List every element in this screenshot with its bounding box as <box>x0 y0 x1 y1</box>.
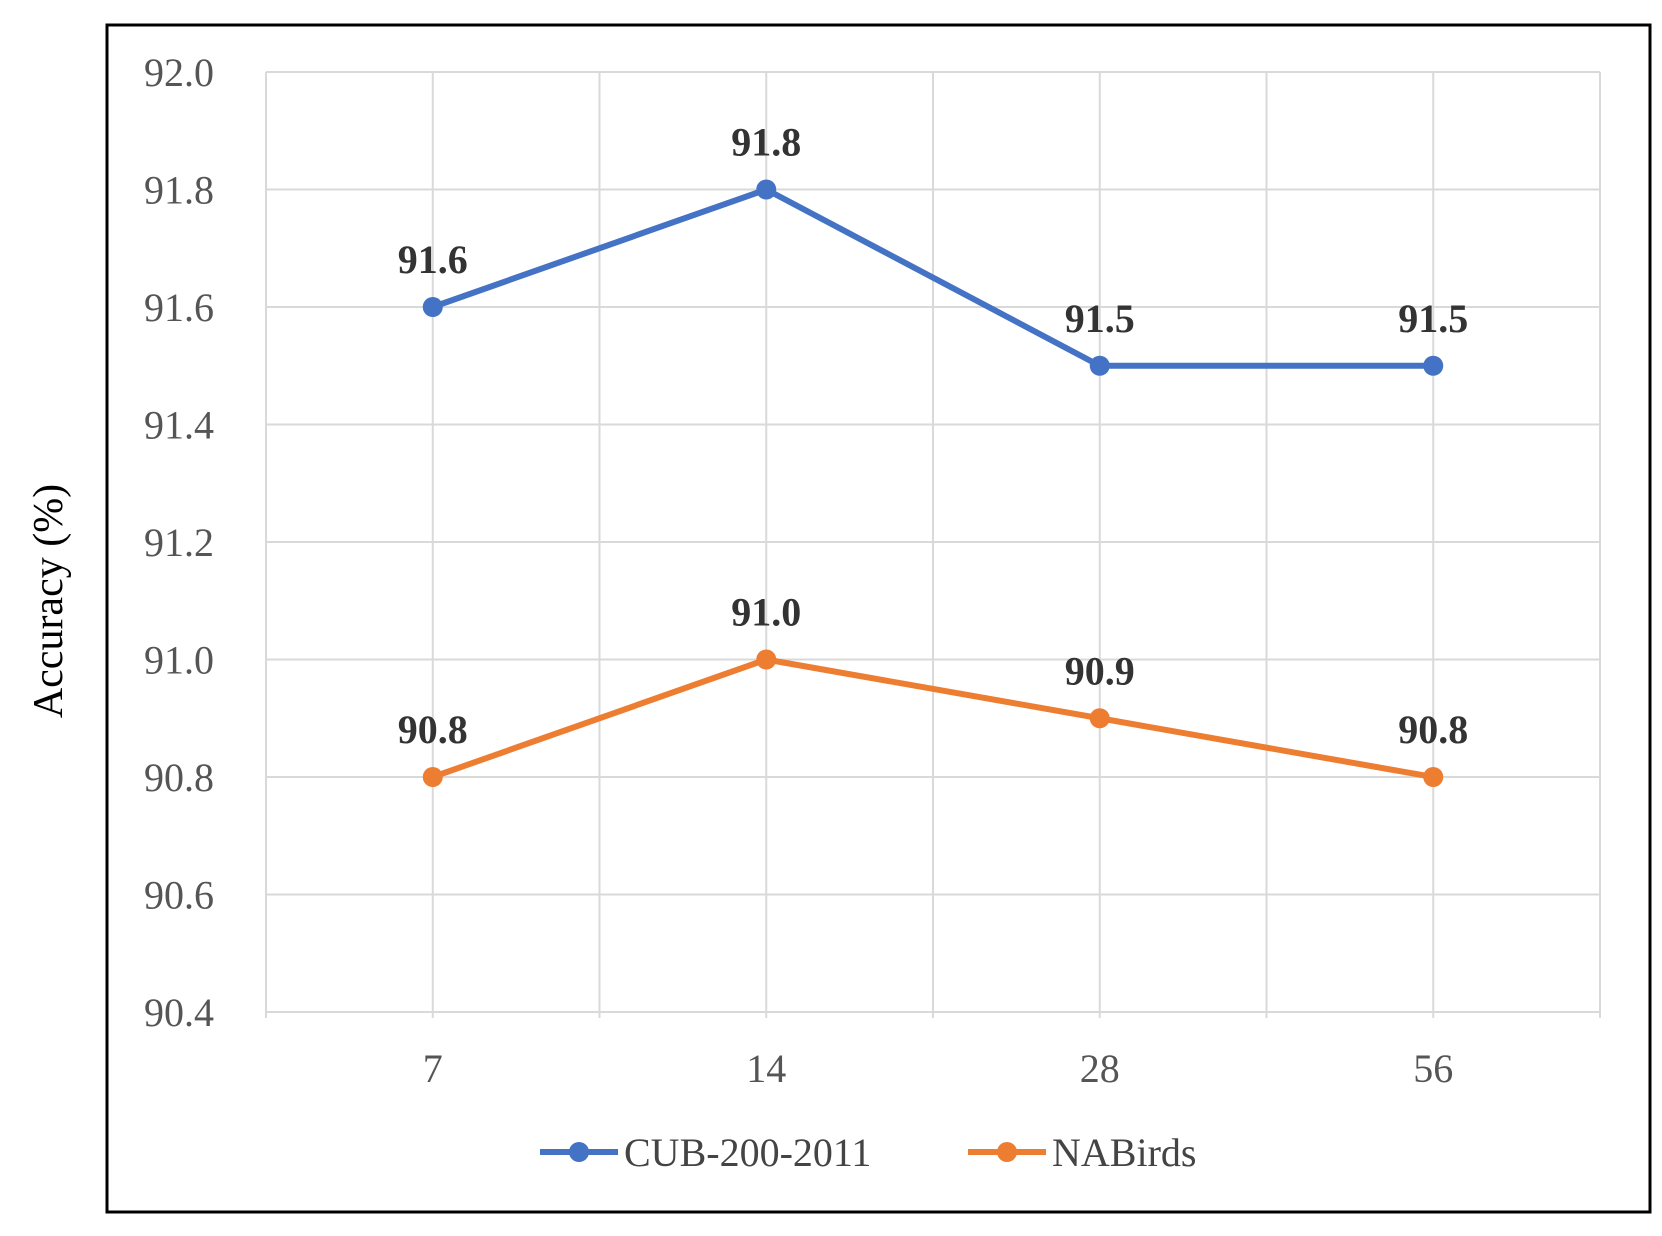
data-label: 91.8 <box>731 120 801 165</box>
data-point <box>1089 355 1110 376</box>
x-tick-label: 28 <box>1080 1046 1120 1091</box>
y-tick-label: 91.0 <box>144 638 214 683</box>
x-tick-label: 56 <box>1413 1046 1453 1091</box>
legend-label: NABirds <box>1052 1130 1196 1175</box>
legend-entry: NABirds <box>968 1130 1196 1175</box>
x-tick-label: 14 <box>746 1046 786 1091</box>
series-group: 91.6 91.8 91.5 91.5 90.8 91.0 90.9 90.8 <box>398 120 1468 787</box>
chart-frame <box>105 23 1652 1214</box>
data-label: 90.8 <box>1398 707 1468 752</box>
series-nabirds: 90.8 91.0 90.9 90.8 <box>398 590 1468 787</box>
series-line <box>431 656 1434 780</box>
vertical-gridlines <box>265 72 1601 1018</box>
data-point <box>1089 708 1110 729</box>
data-point <box>756 649 777 670</box>
legend-entry: CUB-200-2011 <box>540 1130 871 1175</box>
y-tick-label: 90.6 <box>144 873 214 918</box>
y-tick-label: 90.4 <box>144 990 214 1035</box>
data-label: 91.5 <box>1398 296 1468 341</box>
y-axis-title: Accuracy (%) <box>26 484 72 718</box>
data-point <box>1423 355 1444 376</box>
x-tick-label: 7 <box>423 1046 443 1091</box>
series-line <box>431 186 1434 369</box>
series-cub-200-2011: 91.6 91.8 91.5 91.5 <box>398 120 1468 376</box>
y-tick-label: 92.0 <box>144 50 214 95</box>
y-tick-label: 91.4 <box>144 403 214 448</box>
legend-swatch-marker <box>997 1142 1017 1162</box>
y-tick-label: 91.8 <box>144 168 214 213</box>
y-tick-label: 90.8 <box>144 755 214 800</box>
legend-label: CUB-200-2011 <box>624 1130 871 1175</box>
horizontal-gridlines <box>266 71 1600 1013</box>
y-tick-label: 91.2 <box>144 520 214 565</box>
legend: CUB-200-2011 NABirds <box>540 1130 1196 1175</box>
y-tick-label: 91.6 <box>144 285 214 330</box>
x-axis-tick-labels: 7 14 28 56 <box>423 1046 1454 1091</box>
legend-swatch-marker <box>569 1142 589 1162</box>
data-point <box>422 767 443 787</box>
data-point <box>1423 767 1444 787</box>
data-label: 90.8 <box>398 707 468 752</box>
data-point <box>422 297 443 317</box>
y-axis-tick-labels: 90.4 90.6 90.8 91.0 91.2 91.4 91.6 91.8 92.0 <box>144 50 214 1035</box>
data-label: 91.0 <box>731 590 801 635</box>
data-label: 90.9 <box>1065 648 1135 693</box>
data-point <box>756 179 777 200</box>
data-label: 91.6 <box>398 237 468 282</box>
data-label: 91.5 <box>1065 296 1135 341</box>
